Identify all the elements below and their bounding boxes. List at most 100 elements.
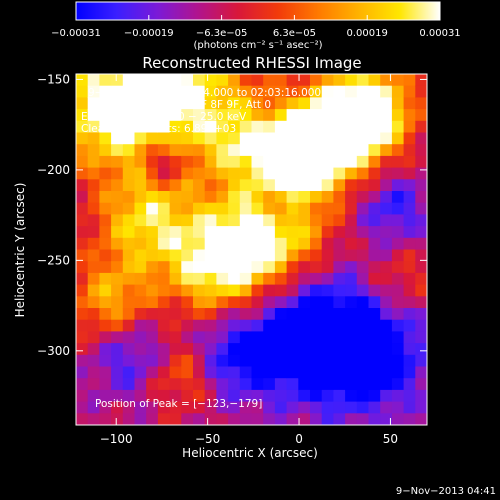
heatmap-cell [274,261,288,274]
heatmap-cell [134,343,147,356]
heatmap-cell [391,319,405,332]
heatmap-cell [134,226,147,239]
heatmap-cell [146,296,159,309]
heatmap-cell [134,296,147,309]
heatmap-cell [239,319,253,332]
heatmap-cell [193,226,206,239]
heatmap-cell [403,202,416,215]
heatmap-cell [122,331,136,344]
heatmap-cell [239,132,253,145]
heatmap-cell [263,261,276,274]
x-tick-label: −100 [100,432,133,446]
heatmap-cell [122,167,136,180]
heatmap-cell [345,179,358,192]
heatmap-cell [403,354,416,368]
heatmap-cell [251,74,264,87]
heatmap-cell [345,97,358,110]
heatmap-cell [298,120,311,134]
heatmap-cell [286,343,299,356]
heatmap-cell [76,366,89,379]
heatmap-cell [228,191,241,204]
heatmap-cell [228,331,241,344]
heatmap-cell [193,296,206,309]
heatmap-cell [310,343,323,356]
heatmap-cell [111,144,124,157]
heatmap-cell [76,413,89,425]
heatmap-cell [204,378,217,391]
heatmap-cell [76,296,89,309]
heatmap-cell [87,284,100,297]
heatmap-cell [298,272,311,286]
heatmap-cell [286,155,299,169]
heatmap-cell [134,191,147,204]
heatmap-cell [321,202,334,215]
heatmap-cell [298,132,311,145]
heatmap-cell [239,272,253,286]
heatmap-cell [239,401,253,414]
heatmap-cell [415,272,427,286]
heatmap-cell [99,97,112,110]
heatmap-cell [274,120,288,134]
heatmap-cell [169,272,182,286]
heatmap-cell [181,389,194,403]
heatmap-cell [333,120,346,134]
heatmap-cell [310,249,323,262]
colorbar-ticks: −0.00031 −0.00019 −6.3e−05 6.3e−05 0.00019 0.… [51,15,461,39]
heatmap-cell [298,343,311,356]
heatmap-cell [380,249,393,262]
heatmap-cell [134,167,147,180]
heatmap-cell [193,308,206,321]
heatmap-cell [263,155,276,169]
heatmap-cell [368,74,381,87]
heatmap-cell [99,378,112,391]
heatmap-cell [391,85,405,98]
heatmap-cell [122,97,136,110]
heatmap-cell [391,272,405,286]
heatmap-cell [111,319,124,332]
heatmap-cell [76,261,89,274]
heatmap-cell [169,167,182,180]
heatmap-cell [403,97,416,110]
heatmap-cell [228,109,241,122]
heatmap-cell [181,319,194,332]
heatmap-cell [216,389,229,403]
heatmap-cell [111,284,124,297]
heatmap-cell [122,389,136,403]
heatmap-cell [310,237,323,251]
heatmap-cell [380,261,393,274]
heatmap-cell [345,366,358,379]
heatmap-cell [228,85,241,98]
heatmap-cell [403,237,416,251]
heatmap-cell [169,354,182,368]
heatmap-cell [193,144,206,157]
heatmap-cell [204,366,217,379]
heatmap-cell [403,85,416,98]
heatmap-cell [239,144,253,157]
heatmap-cell [111,97,124,110]
heatmap-cell [368,331,381,344]
heatmap-cell [368,202,381,215]
heatmap-cell [122,366,136,379]
heatmap-cell [251,343,264,356]
heatmap-cell [216,354,229,368]
heatmap-cell [157,191,171,204]
heatmap-cell [310,202,323,215]
heatmap-cell [380,296,393,309]
heatmap-cell [310,319,323,332]
heatmap-cell [122,74,136,87]
heatmap-cell [99,389,112,403]
heatmap-cell [333,413,346,425]
heatmap-cell [333,191,346,204]
heatmap-cell [403,389,416,403]
heatmap-cell [228,179,241,192]
heatmap-cell [321,272,334,286]
heatmap-cell [239,296,253,309]
heatmap-cell [356,319,370,332]
heatmap-cell [345,74,358,87]
heatmap-cell [251,226,264,239]
heatmap-cell [298,378,311,391]
heatmap-cell [356,85,370,98]
y-tick-label: −250 [37,253,70,267]
heatmap-cell [157,296,171,309]
heatmap-cell [134,179,147,192]
